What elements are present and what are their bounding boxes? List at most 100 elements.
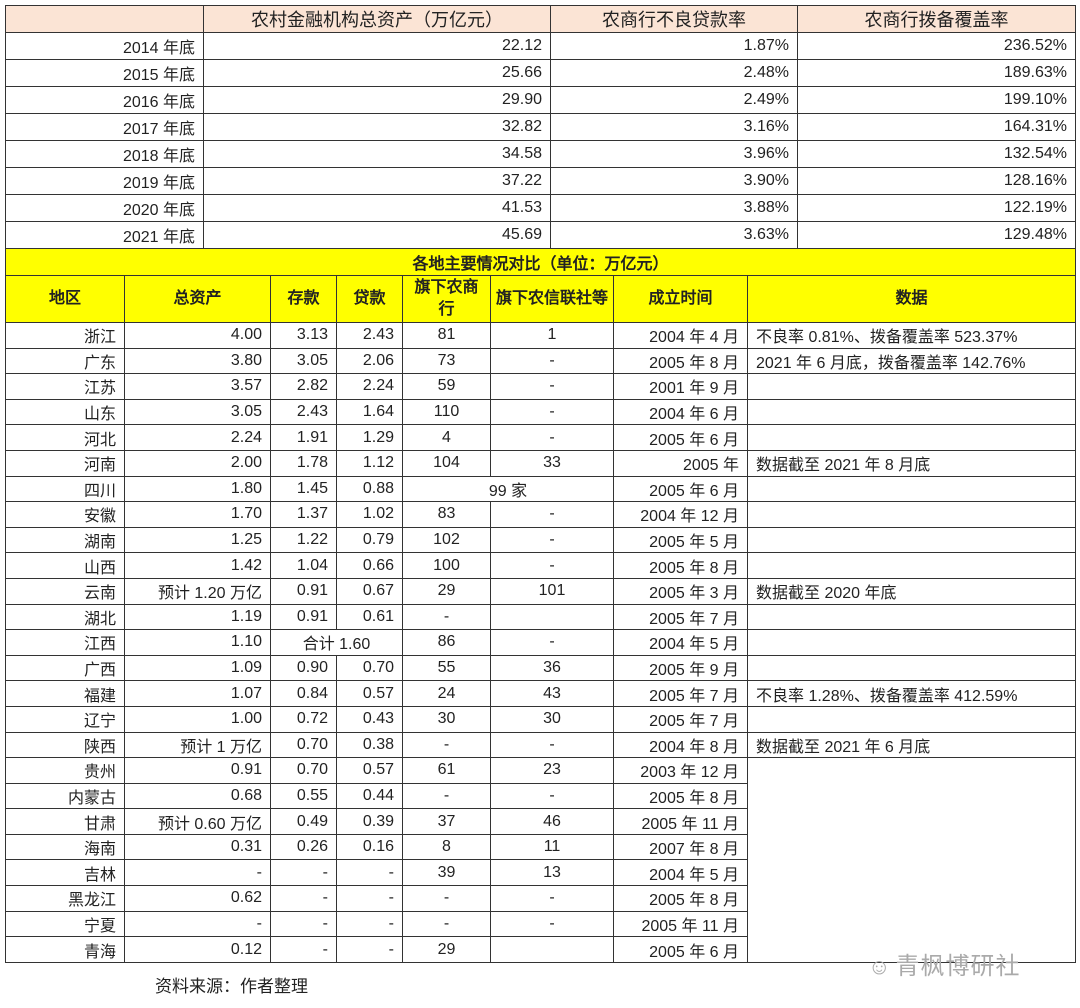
column-header: 贷款 bbox=[336, 275, 403, 323]
deposits-cell: 1.22 bbox=[270, 526, 337, 554]
regional-comparison-table: 各地主要情况对比（单位：万亿元） 地区 总资产 存款 贷款 旗下农商行 旗下农信联社等 成立时… bbox=[4, 248, 1077, 963]
value-cell: 22.12 bbox=[203, 32, 551, 60]
source-note: 资料来源：作者整理 bbox=[155, 977, 308, 996]
value-cell: 37.22 bbox=[203, 167, 551, 195]
deposits-loans-combined-cell: 合计 1.60 bbox=[270, 629, 403, 656]
value-cell: 236.52% bbox=[797, 32, 1076, 60]
loans-cell: 0.16 bbox=[336, 833, 403, 861]
region-cell: 海南 bbox=[5, 833, 125, 861]
year-cell: 2019 年底 bbox=[5, 167, 204, 195]
notes-cell bbox=[746, 705, 1077, 733]
value-cell: 2.49% bbox=[550, 86, 798, 114]
region-cell: 四川 bbox=[5, 475, 125, 503]
value-cell: 1.87% bbox=[550, 32, 798, 60]
rural-commercial-banks-cell: 61 bbox=[402, 757, 491, 784]
value-cell: 2.48% bbox=[550, 59, 798, 87]
loans-cell: 0.39 bbox=[336, 808, 403, 835]
table-row: 安徽 1.70 1.37 1.02 83-2004 年 12 月 bbox=[5, 501, 1077, 528]
table-row: 湖北 1.19 0.91 0.61- 2005 年 7 月 bbox=[5, 603, 1077, 631]
region-cell: 甘肃 bbox=[5, 808, 125, 835]
assets-cell: 1.00 bbox=[124, 705, 271, 733]
assets-cell: 1.07 bbox=[124, 680, 271, 707]
assets-cell: - bbox=[124, 910, 271, 938]
rural-credit-unions-cell: - bbox=[490, 347, 614, 375]
established-date-cell: 2005 年 7 月 bbox=[613, 680, 748, 707]
rural-commercial-banks-cell: 29 bbox=[402, 936, 491, 963]
year-cell: 2021 年底 bbox=[5, 221, 204, 249]
column-header: 农村金融机构总资产（万亿元） bbox=[203, 5, 551, 33]
loans-cell: 0.70 bbox=[336, 654, 403, 682]
rural-commercial-banks-cell: 86 bbox=[402, 629, 491, 656]
rural-credit-unions-cell: - bbox=[490, 398, 614, 426]
deposits-cell: 0.55 bbox=[270, 782, 337, 810]
top-summary-table: 农村金融机构总资产（万亿元） 农商行不良贷款率 农商行拨备覆盖率 2014 年底 22.… bbox=[5, 5, 1076, 249]
assets-cell: 1.80 bbox=[124, 475, 271, 503]
value-cell: 3.16% bbox=[550, 113, 798, 141]
loans-cell: - bbox=[336, 859, 403, 887]
deposits-cell: - bbox=[270, 910, 337, 938]
table-row: 海南 0.31 0.26 0.16 8 11 2007 年 8 月 bbox=[5, 833, 1076, 861]
deposits-cell: 0.91 bbox=[270, 603, 337, 631]
rural-credit-unions-cell: 43 bbox=[490, 680, 614, 707]
loans-cell: 0.43 bbox=[336, 705, 403, 733]
loans-cell: 0.44 bbox=[336, 782, 403, 810]
established-date-cell: 2004 年 6 月 bbox=[613, 398, 748, 426]
loans-cell: 1.02 bbox=[336, 501, 403, 528]
region-cell: 内蒙古 bbox=[5, 782, 125, 810]
column-header: 总资产 bbox=[124, 275, 271, 323]
established-date-cell: 2005 年 6 月 bbox=[613, 424, 748, 451]
rural-commercial-banks-cell: 110 bbox=[402, 398, 491, 426]
rural-commercial-banks-cell: 102 bbox=[402, 526, 491, 554]
deposits-cell: 3.13 bbox=[270, 322, 337, 349]
region-cell: 黑龙江 bbox=[5, 885, 125, 912]
value-cell: 25.66 bbox=[203, 59, 551, 87]
loans-cell: 0.57 bbox=[336, 757, 403, 784]
rural-credit-unions-cell bbox=[490, 936, 614, 963]
region-cell: 陕西 bbox=[5, 731, 125, 759]
region-cell: 广东 bbox=[5, 347, 125, 375]
header-row: 地区 总资产 存款 贷款 旗下农商行 旗下农信联社等 成立时间 数据 bbox=[5, 275, 1077, 323]
loans-cell: 1.29 bbox=[336, 424, 403, 451]
assets-cell: 2.00 bbox=[124, 449, 271, 477]
notes-cell bbox=[746, 654, 1077, 682]
table-row: 2021 年底 45.69 3.63% 129.48% bbox=[5, 221, 1076, 249]
value-cell: 32.82 bbox=[203, 113, 551, 141]
region-cell: 广西 bbox=[5, 654, 125, 682]
established-date-cell: 2004 年 4 月 bbox=[613, 322, 748, 349]
year-cell: 2020 年底 bbox=[5, 194, 204, 222]
assets-cell: 预计 1 万亿 bbox=[124, 731, 271, 759]
notes-cell-merged bbox=[746, 757, 1077, 963]
loans-cell: 2.06 bbox=[336, 347, 403, 375]
value-cell: 45.69 bbox=[203, 221, 551, 249]
value-cell: 3.63% bbox=[550, 221, 798, 249]
table-row: 广东 3.80 3.05 2.06 73-2005 年 8 月 2021 年 6 月底，拨… bbox=[5, 347, 1077, 375]
rural-commercial-banks-cell: - bbox=[402, 910, 491, 938]
rural-credit-unions-cell: 33 bbox=[490, 449, 614, 477]
table-row: 青海 0.12- -29 2005 年 6 月 bbox=[5, 936, 1076, 963]
rural-credit-unions-cell: - bbox=[490, 373, 614, 400]
established-date-cell: 2005 年 9 月 bbox=[613, 654, 748, 682]
rural-credit-unions-cell: - bbox=[490, 885, 614, 912]
established-date-cell: 2005 年 11 月 bbox=[613, 910, 748, 938]
table-row: 山西 1.42 1.04 0.66 100-2005 年 8 月 bbox=[5, 552, 1077, 579]
assets-cell: 预计 0.60 万亿 bbox=[124, 808, 271, 835]
table-row: 江苏 3.57 2.82 2.24 59-2001 年 9 月 bbox=[5, 373, 1077, 400]
rural-credit-unions-cell: - bbox=[490, 629, 614, 656]
value-cell: 199.10% bbox=[797, 86, 1076, 114]
rural-commercial-banks-cell: 24 bbox=[402, 680, 491, 707]
loans-cell: 0.61 bbox=[336, 603, 403, 631]
established-date-cell: 2005 年 7 月 bbox=[613, 603, 748, 631]
table-row: 内蒙古 0.68 0.55 0.44- -2005 年 8 月 bbox=[5, 782, 1076, 810]
region-cell: 宁夏 bbox=[5, 910, 125, 938]
table-row: 河南 2.00 1.78 1.12 104 33 2005 年数据截至 2021 年 8 月… bbox=[5, 449, 1077, 477]
deposits-cell: 0.72 bbox=[270, 705, 337, 733]
loans-cell: 2.43 bbox=[336, 322, 403, 349]
rural-credit-unions-cell: 1 bbox=[490, 322, 614, 349]
deposits-cell: 1.37 bbox=[270, 501, 337, 528]
loans-cell: 0.88 bbox=[336, 475, 403, 503]
region-cell: 江苏 bbox=[5, 373, 125, 400]
region-cell: 山西 bbox=[5, 552, 125, 579]
assets-cell: 3.57 bbox=[124, 373, 271, 400]
loans-cell: 0.67 bbox=[336, 577, 403, 605]
table-row: 2020 年底 41.53 3.88% 122.19% bbox=[5, 194, 1076, 222]
